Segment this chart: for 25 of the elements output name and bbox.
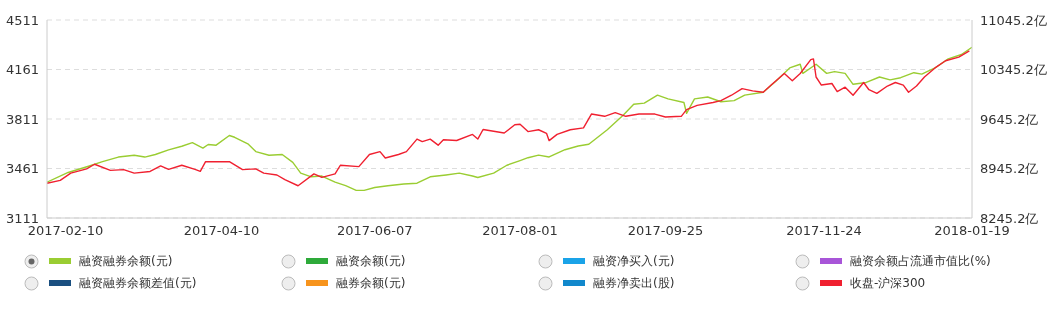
legend-label: 融券净卖出(股) <box>593 274 675 292</box>
x-tick-label: 2017-11-24 <box>786 223 862 239</box>
x-tick-label: 2017-08-01 <box>482 223 558 239</box>
y2-tick-label: 11045.2亿 <box>980 12 1047 28</box>
y2-tick-label: 10345.2亿 <box>980 62 1047 78</box>
y-tick-label: 3811 <box>5 111 39 127</box>
legend-label: 融券余额(元) <box>336 274 406 292</box>
x-tick-label: 2017-06-07 <box>336 223 413 239</box>
y-tick-label: 3461 <box>5 161 39 177</box>
legend-label: 融资融券余额(元) <box>79 252 173 270</box>
y2-tick-label: 8945.2亿 <box>980 161 1039 177</box>
y-tick-label: 3111 <box>5 210 39 226</box>
y2-tick-label: 8245.2亿 <box>980 210 1039 226</box>
x-tick-label: 2018-01-19 <box>934 223 1010 239</box>
legend-label: 融资余额占流通市值比(%) <box>850 252 991 270</box>
y2-tick-label: 9645.2亿 <box>980 111 1039 127</box>
legend-label: 融资净买入(元) <box>593 252 675 270</box>
x-tick-label: 2017-09-25 <box>627 223 704 239</box>
x-tick-label: 2017-02-10 <box>27 223 104 239</box>
legend-label: 融资融券余额差值(元) <box>79 274 197 292</box>
y-tick-label: 4161 <box>5 62 39 78</box>
legend-label: 融资余额(元) <box>336 252 406 270</box>
x-tick-label: 2017-04-10 <box>183 223 260 239</box>
legend-label: 收盘-沪深300 <box>850 274 926 292</box>
y-tick-label: 4511 <box>5 12 39 28</box>
